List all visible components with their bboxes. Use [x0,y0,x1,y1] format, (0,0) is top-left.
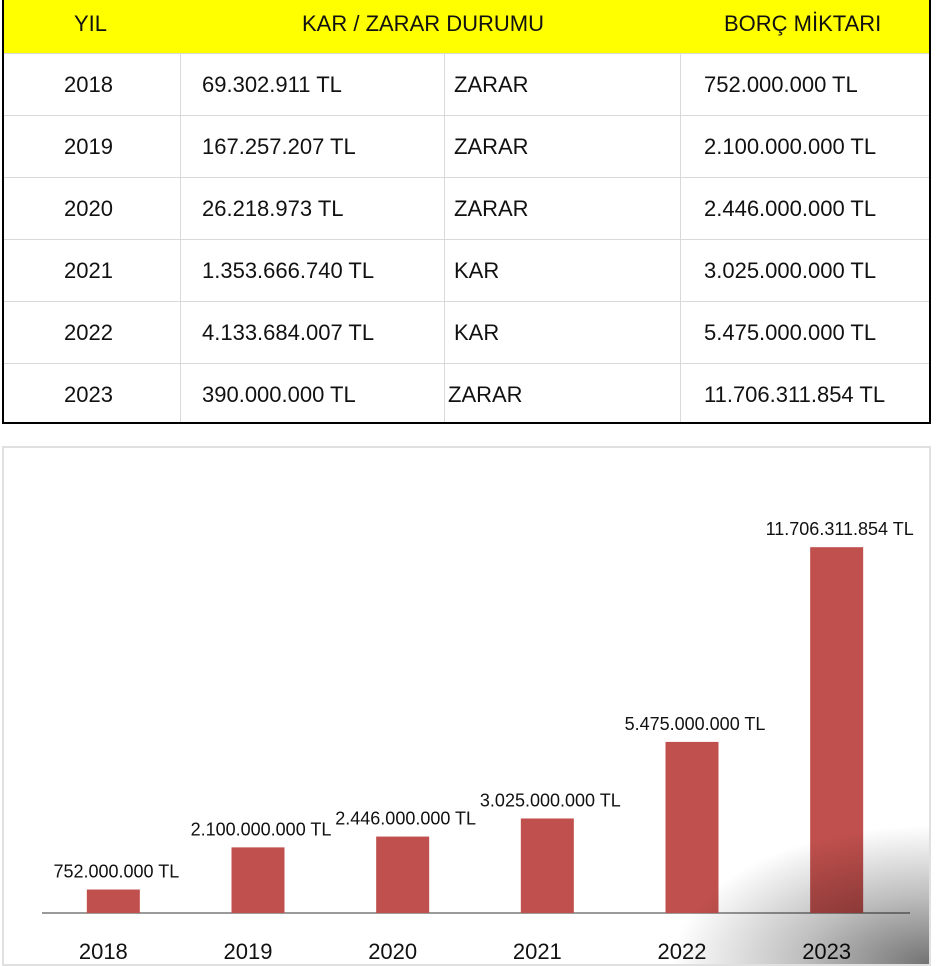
x-tick-label-2023: 2023 [802,939,851,964]
header-status: KAR / ZARAR DURUMU [302,11,545,36]
column-divider [680,53,681,422]
cell-year: 2019 [64,134,113,159]
table-row: 2023 390.000.000 TL ZARAR 11.706.311.854… [4,363,929,426]
cell-debt: 3.025.000.000 TL [704,258,877,283]
header-year: YIL [74,11,108,36]
x-tick-label-2018: 2018 [79,939,128,964]
x-tick-label-2020: 2020 [368,939,417,964]
cell-debt: 752.000.000 TL [704,72,858,97]
cell-debt: 2.100.000.000 TL [704,134,877,159]
cell-debt: 5.475.000.000 TL [704,320,877,345]
debt-bar-chart: 752.000.000 TL 2018 2.100.000.000 TL 2019 2.… [2,446,931,966]
data-label-2023: 11.706.311.854 TL [766,519,914,539]
cell-status: ZARAR [454,134,529,159]
column-divider [180,53,181,422]
data-label-2019: 2.100.000.000 TL [191,819,332,839]
data-label-2018: 752.000.000 TL [53,862,179,882]
bar-2020 [376,836,430,913]
table-row: 2019 167.257.207 TL ZARAR 2.100.000.000 … [4,115,929,178]
table-header-row: YIL KAR / ZARAR DURUMU BORÇ MİKTARI [4,0,929,53]
bar-2021 [520,818,574,913]
bar-2019 [231,847,285,913]
cell-year: 2022 [64,320,113,345]
cell-amount: 390.000.000 TL [202,382,356,407]
table-row: 2020 26.218.973 TL ZARAR 2.446.000.000 T… [4,177,929,240]
data-label-2022: 5.475.000.000 TL [625,714,766,734]
header-debt: BORÇ MİKTARI [724,11,882,36]
cell-debt: 2.446.000.000 TL [704,196,877,221]
table-row: 2021 1.353.666.740 TL KAR 3.025.000.000 … [4,239,929,302]
cell-status: ZARAR [454,196,529,221]
cell-status: ZARAR [448,382,523,407]
cell-status: ZARAR [454,72,529,97]
table-row: 2018 69.302.911 TL ZARAR 752.000.000 TL [4,53,929,116]
data-label-2021: 3.025.000.000 TL [480,790,621,810]
cell-status: KAR [454,320,500,345]
cell-year: 2021 [64,258,113,283]
cell-year: 2020 [64,196,113,221]
cell-amount: 167.257.207 TL [202,134,356,159]
cell-status: KAR [454,258,500,283]
chart-canvas: 752.000.000 TL 2018 2.100.000.000 TL 2019 2.… [42,519,914,964]
table-row: 2022 4.133.684.007 TL KAR 5.475.000.000 … [4,301,929,364]
bar-2022 [665,741,719,913]
data-label-2020: 2.446.000.000 TL [335,809,476,829]
bar-2018 [86,889,140,913]
cell-amount: 4.133.684.007 TL [202,320,375,345]
x-tick-label-2022: 2022 [658,939,707,964]
cell-amount: 69.302.911 TL [202,72,342,97]
x-tick-label-2019: 2019 [224,939,273,964]
cell-debt: 11.706.311.854 TL [704,382,886,407]
column-divider [444,53,445,422]
cell-year: 2018 [64,72,113,97]
bar-2023 [810,547,864,913]
x-tick-label-2021: 2021 [513,939,562,964]
cell-year: 2023 [64,382,113,407]
debt-table: YIL KAR / ZARAR DURUMU BORÇ MİKTARI 2018… [2,0,931,424]
cell-amount: 1.353.666.740 TL [202,258,375,283]
cell-amount: 26.218.973 TL [202,196,344,221]
